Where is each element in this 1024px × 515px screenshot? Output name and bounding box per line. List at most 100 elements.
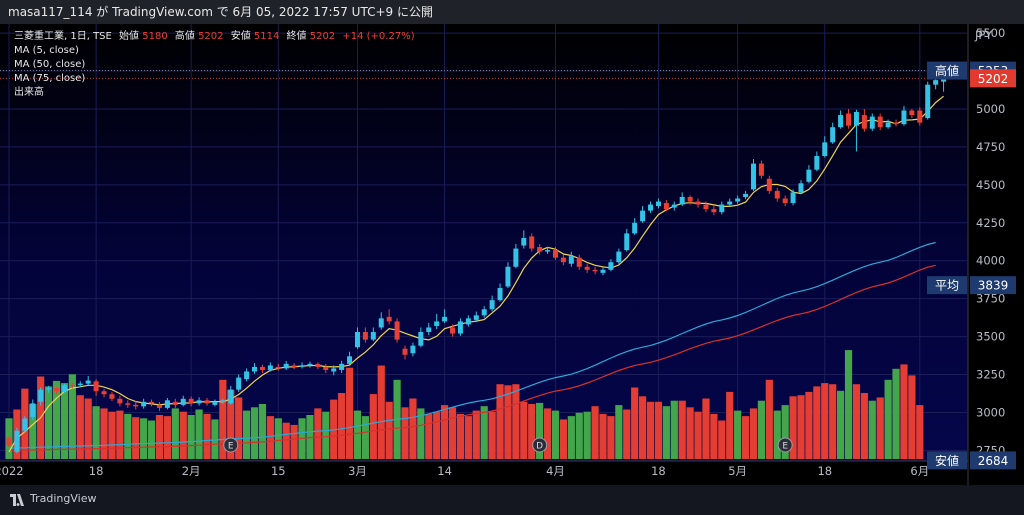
volume-bar xyxy=(290,424,298,459)
low-badge-value-bg xyxy=(970,451,1016,470)
last-price-badge-value: 5202 xyxy=(978,72,1009,86)
volume-bar xyxy=(45,386,53,459)
candle-body xyxy=(125,403,131,405)
candle-body xyxy=(552,250,558,258)
legend-low-label: 安値 xyxy=(231,29,251,42)
legend-ma5[interactable]: MA (5, close) xyxy=(14,45,79,56)
price-tick: 4000 xyxy=(976,254,1005,268)
candle-body xyxy=(925,84,931,119)
legend-symbol: 三菱重工業, 1日, TSE xyxy=(14,29,112,42)
volume-bar xyxy=(155,415,164,459)
candle-body xyxy=(695,201,701,205)
candle-body xyxy=(244,371,250,380)
time-scale-background[interactable] xyxy=(0,461,968,485)
volume-bar xyxy=(892,368,900,459)
volume-bar xyxy=(781,405,789,459)
low-badge-value: 2684 xyxy=(978,454,1009,468)
volume-bar xyxy=(488,411,496,459)
volume-bar xyxy=(124,413,132,459)
legend-ma50[interactable]: MA (50, close) xyxy=(14,59,85,70)
candle-body xyxy=(560,257,566,263)
publish-info: masa117_114 が TradingView.com で 6月 05, 2… xyxy=(8,5,433,19)
volume-bar xyxy=(551,410,560,459)
legend-volume[interactable]: 出来高 xyxy=(14,85,44,98)
volume-bar xyxy=(140,418,148,459)
candle-body xyxy=(85,380,91,384)
candle-body xyxy=(774,190,780,199)
volume-bar xyxy=(710,413,718,459)
candle-body xyxy=(418,332,424,346)
candle-body xyxy=(473,315,479,320)
candle-body xyxy=(323,366,329,370)
volume-bar xyxy=(789,396,797,459)
volume-bar xyxy=(829,384,837,459)
time-tick: 18 xyxy=(89,464,104,478)
volume-bar xyxy=(306,415,314,459)
volume-bar xyxy=(163,416,171,459)
candle-body xyxy=(735,198,741,202)
time-tick: 3月 xyxy=(348,464,367,478)
candle-body xyxy=(426,327,432,333)
price-tick: 3250 xyxy=(976,368,1005,382)
candle-body xyxy=(362,332,368,340)
volume-bar xyxy=(369,394,377,459)
candle-body xyxy=(576,257,582,267)
chart-area[interactable]: EDE 550052505000475045004250400037503500… xyxy=(0,24,1024,485)
candle-body xyxy=(6,438,12,446)
candle-body xyxy=(331,368,337,372)
volume-bar xyxy=(100,408,108,459)
candle-body xyxy=(624,233,630,251)
candle-body xyxy=(853,112,859,126)
candle-body xyxy=(616,251,622,263)
price-badges: 高値52535202平均3839安値2684 xyxy=(927,61,1016,470)
candle-body xyxy=(933,80,939,85)
candle-body xyxy=(259,366,265,370)
volume-bar xyxy=(718,420,726,459)
legend-low-value: 5114 xyxy=(254,31,279,42)
volume-bar xyxy=(282,422,290,459)
volume-bar xyxy=(749,408,758,459)
volume-bar xyxy=(528,404,536,459)
candle-body xyxy=(941,78,947,82)
tradingview-logo-icon xyxy=(10,494,24,506)
event-marker-label: D xyxy=(536,442,543,452)
candle-body xyxy=(782,198,788,204)
low-badge-label: 安値 xyxy=(935,453,959,468)
legend-ma75[interactable]: MA (75, close) xyxy=(14,73,85,84)
candle-body xyxy=(457,321,463,334)
candle-body xyxy=(30,403,36,417)
candle-body xyxy=(38,389,44,402)
volume-bar xyxy=(908,375,916,459)
candle-body xyxy=(830,127,836,143)
candle-body xyxy=(141,401,147,407)
candle-body xyxy=(750,163,756,190)
price-scale-background[interactable] xyxy=(968,24,1024,485)
candle-body xyxy=(394,321,400,340)
footer-brand: TradingView xyxy=(30,492,97,505)
candle-body xyxy=(687,196,693,202)
volume-bar xyxy=(338,393,346,459)
volume-bar xyxy=(615,405,623,459)
volume-bar xyxy=(60,383,69,459)
candle-body xyxy=(711,209,717,213)
candle-body xyxy=(592,269,598,272)
candle-body xyxy=(22,418,28,431)
legend-close-value: 5202 xyxy=(310,31,335,42)
price-tick: 4500 xyxy=(976,178,1005,192)
candle-body xyxy=(640,210,646,222)
candle-body xyxy=(133,404,139,407)
volume-bar xyxy=(250,407,259,459)
candle-body xyxy=(703,204,709,210)
candle-body xyxy=(505,266,511,287)
avg-badge-label: 平均 xyxy=(935,279,959,293)
candle-body xyxy=(877,116,883,128)
ma50-line xyxy=(8,241,936,449)
price-tick: 4750 xyxy=(976,140,1005,154)
volume-bar xyxy=(860,393,868,459)
candle-body xyxy=(743,193,749,197)
volume-bar xyxy=(868,400,876,459)
volume-bar xyxy=(116,410,124,459)
volume-bar xyxy=(417,408,425,459)
volume-bar xyxy=(464,416,472,459)
candle-body xyxy=(632,222,638,234)
